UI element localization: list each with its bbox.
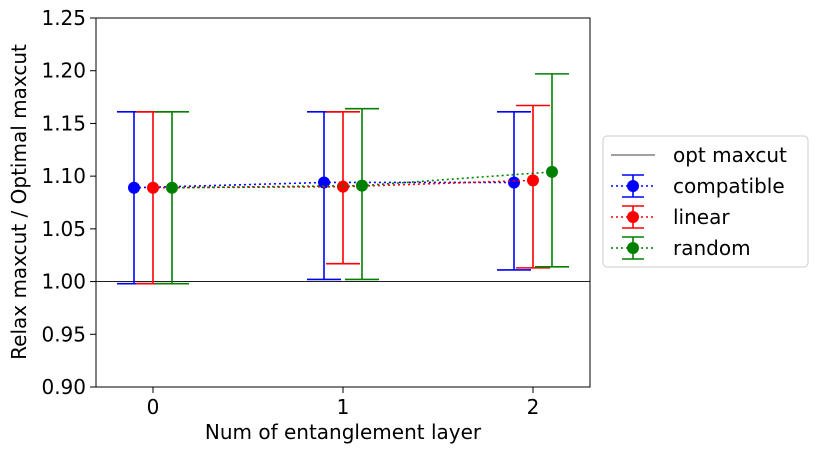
y-tick-label: 1.05 — [41, 217, 86, 241]
y-axis: 0.90 0.95 1.00 1.05 1.10 1.15 1.20 1.25 — [41, 6, 96, 399]
series-compatible — [117, 111, 531, 285]
x-tick-label: 1 — [337, 395, 350, 419]
y-tick-label: 1.00 — [41, 270, 86, 294]
y-axis-label: Relax maxcut / Optimal maxcut — [7, 44, 31, 360]
legend-series: compatible linear random — [611, 174, 785, 260]
plot-area — [96, 73, 590, 285]
x-tick-label: 2 — [527, 395, 540, 419]
legend-swatch-marker — [627, 180, 639, 192]
legend-label-random: random — [673, 236, 751, 260]
data-point — [356, 179, 368, 192]
data-point — [527, 174, 539, 187]
series-random — [155, 73, 569, 285]
legend-frame — [602, 135, 809, 268]
series-linear — [136, 104, 550, 285]
data-point — [128, 181, 140, 194]
y-tick-label: 1.15 — [41, 111, 86, 135]
y-tick-label: 1.10 — [41, 164, 86, 188]
legend-label-compatible: compatible — [673, 174, 785, 198]
legend-swatch-marker — [627, 211, 639, 223]
y-tick-label: 0.90 — [41, 375, 86, 399]
data-point — [337, 180, 349, 193]
data-point — [166, 181, 178, 194]
legend: opt maxcut compatible linear random — [602, 135, 809, 268]
x-axis-label: Num of entanglement layer — [205, 420, 482, 444]
x-axis: 0 1 2 — [147, 387, 540, 419]
y-tick-label: 0.95 — [41, 322, 86, 346]
legend-label-linear: linear — [673, 205, 730, 229]
data-point — [508, 176, 520, 189]
legend-swatch-marker — [627, 242, 639, 254]
data-point — [147, 181, 159, 194]
data-point — [546, 165, 558, 178]
y-tick-label: 1.20 — [41, 59, 86, 83]
legend-opt-maxcut-label: opt maxcut — [673, 143, 787, 167]
y-tick-label: 1.25 — [41, 6, 86, 30]
x-tick-label: 0 — [147, 395, 160, 419]
